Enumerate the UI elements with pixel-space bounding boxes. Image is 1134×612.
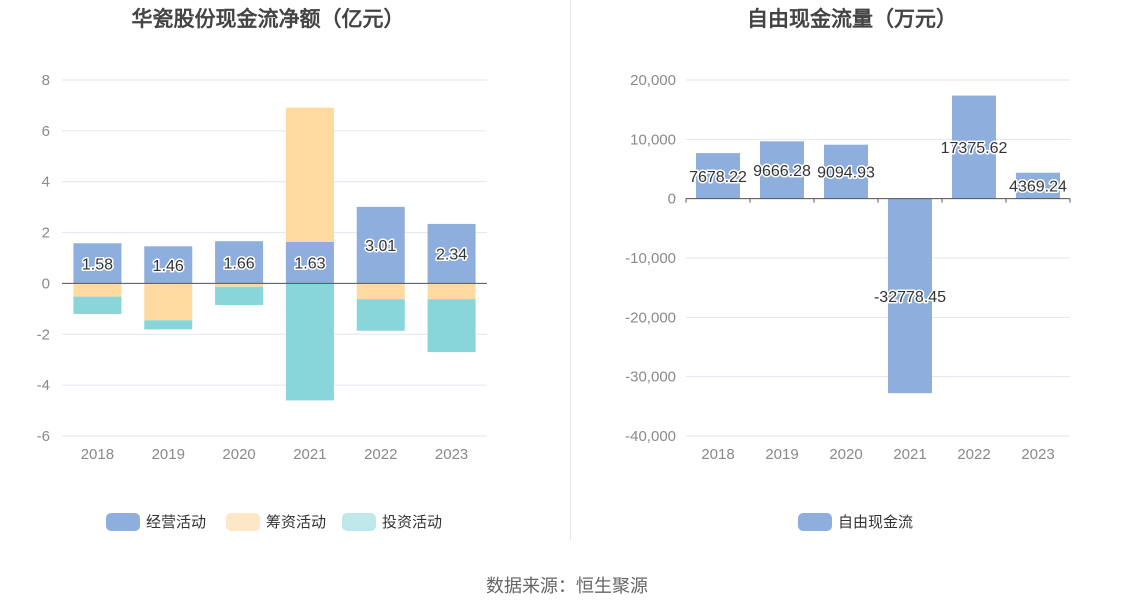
legend-label: 自由现金流 xyxy=(838,513,913,531)
bar-2019 xyxy=(144,283,193,321)
bar-2019 xyxy=(144,320,193,330)
data-label: 1.46 xyxy=(153,258,184,275)
legend-label: 经营活动 xyxy=(146,513,206,531)
bar-2022 xyxy=(952,95,996,199)
y-tick-label: 0 xyxy=(42,275,50,292)
x-tick-label: 2022 xyxy=(364,446,397,463)
data-label: 17375.62 xyxy=(941,140,1008,157)
data-label: 1.58 xyxy=(82,256,113,273)
data-label: 9666.28 xyxy=(753,163,811,180)
y-tick-label: 8 xyxy=(42,72,50,89)
bar-2021 xyxy=(285,241,334,284)
legend-label: 投资活动 xyxy=(382,513,442,531)
y-tick-label: -2 xyxy=(37,326,50,343)
bar-2018 xyxy=(696,153,740,199)
bar-2021 xyxy=(888,198,932,394)
x-tick-label: 2018 xyxy=(701,446,734,463)
bar-2022 xyxy=(356,206,405,284)
x-tick-label: 2022 xyxy=(957,446,990,463)
x-tick-label: 2019 xyxy=(152,446,185,463)
bar-2020 xyxy=(824,144,868,199)
bar-2020 xyxy=(215,286,264,306)
data-label: 3.01 xyxy=(365,238,396,255)
free-cash-flow-chart: 20,000 10,000 0 -10,000 -20,000 -30,000 -40,00… xyxy=(625,72,1071,531)
y-tick-label: -30,000 xyxy=(625,369,676,386)
y-tick-label: -10,000 xyxy=(625,250,676,267)
x-tick-label: 2020 xyxy=(222,446,255,463)
x-tick-label: 2023 xyxy=(435,446,468,463)
bar-2023 xyxy=(427,299,476,353)
y-tick-label: 2 xyxy=(42,225,50,242)
bar-2023 xyxy=(427,223,476,284)
legend-swatch xyxy=(798,513,832,531)
data-label: 4369.24 xyxy=(1009,179,1067,196)
bar-2021 xyxy=(285,283,334,401)
bar-2018 xyxy=(73,243,122,284)
data-label: 7678.22 xyxy=(689,169,747,186)
bar-2020 xyxy=(215,283,264,287)
right-chart-title: 自由现金流量（万元） xyxy=(747,7,957,31)
y-tick-label: 4 xyxy=(42,174,50,191)
legend-swatch xyxy=(106,513,140,531)
bar-2020 xyxy=(215,241,264,284)
cash-flow-net-chart: 8 6 4 2 0 -2 -4 -6 2018 2019 2020 2021 2022 2023 1.58 1… xyxy=(37,72,487,531)
y-tick-label: -40,000 xyxy=(625,428,676,445)
y-tick-label: 20,000 xyxy=(630,72,676,89)
bar-2022 xyxy=(356,299,405,331)
legend-swatch xyxy=(226,513,260,531)
bar-2018 xyxy=(73,283,122,297)
bar-2023 xyxy=(1016,172,1060,199)
legend-label: 筹资活动 xyxy=(266,513,326,531)
data-label: 1.66 xyxy=(224,255,255,272)
y-tick-label: -4 xyxy=(37,377,50,394)
left-chart-title: 华瓷股份现金流净额（亿元） xyxy=(132,7,405,31)
data-label: 9094.93 xyxy=(817,165,875,182)
data-label: 2.34 xyxy=(436,247,467,264)
data-source-note: 数据来源：恒生聚源 xyxy=(486,576,648,597)
x-tick-label: 2023 xyxy=(1021,446,1054,463)
x-tick-label: 2018 xyxy=(81,446,114,463)
bar-2021 xyxy=(285,107,334,242)
chart-divider xyxy=(570,0,571,540)
y-tick-label: -6 xyxy=(37,428,50,445)
y-tick-label: 10,000 xyxy=(630,131,676,148)
x-tick-label: 2021 xyxy=(893,446,926,463)
bar-2019 xyxy=(760,141,804,199)
y-tick-label: -20,000 xyxy=(625,309,676,326)
data-label: -32778.45 xyxy=(874,289,946,306)
x-tick-label: 2021 xyxy=(293,446,326,463)
bar-2022 xyxy=(356,283,405,300)
y-tick-label: 0 xyxy=(668,191,676,208)
data-label: 1.63 xyxy=(294,256,325,273)
x-tick-label: 2019 xyxy=(765,446,798,463)
bar-2018 xyxy=(73,296,122,314)
bar-2023 xyxy=(427,283,476,300)
y-tick-label: 6 xyxy=(42,123,50,140)
bar-2019 xyxy=(144,246,193,284)
x-tick-label: 2020 xyxy=(829,446,862,463)
legend-swatch xyxy=(342,513,376,531)
